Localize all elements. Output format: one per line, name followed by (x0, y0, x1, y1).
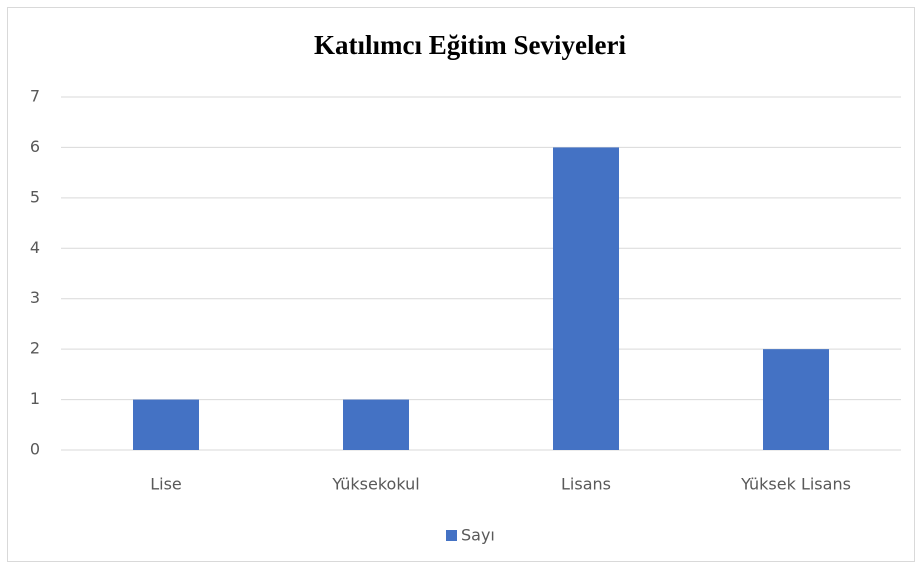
bar (133, 399, 199, 450)
y-tick-label: 7 (30, 87, 40, 106)
x-tick-label: Yüksekokul (331, 475, 419, 494)
y-tick-label: 3 (30, 288, 40, 307)
y-tick-label: 1 (30, 389, 40, 408)
y-tick-label: 5 (30, 187, 40, 206)
legend-label: Sayı (461, 526, 495, 545)
bar (763, 349, 829, 450)
legend-swatch (446, 530, 457, 541)
y-tick-label: 4 (30, 238, 40, 257)
x-tick-label: Lise (150, 475, 182, 494)
y-tick-label: 2 (30, 339, 40, 358)
chart-frame (7, 7, 915, 562)
y-tick-label: 6 (30, 137, 40, 156)
x-tick-label: Yüksek Lisans (740, 475, 851, 494)
x-tick-label: Lisans (561, 475, 611, 494)
bar (343, 399, 409, 450)
y-tick-label: 0 (30, 440, 40, 459)
chart-title: Katılımcı Eğitim Seviyeleri (314, 30, 626, 60)
bar (553, 147, 619, 450)
